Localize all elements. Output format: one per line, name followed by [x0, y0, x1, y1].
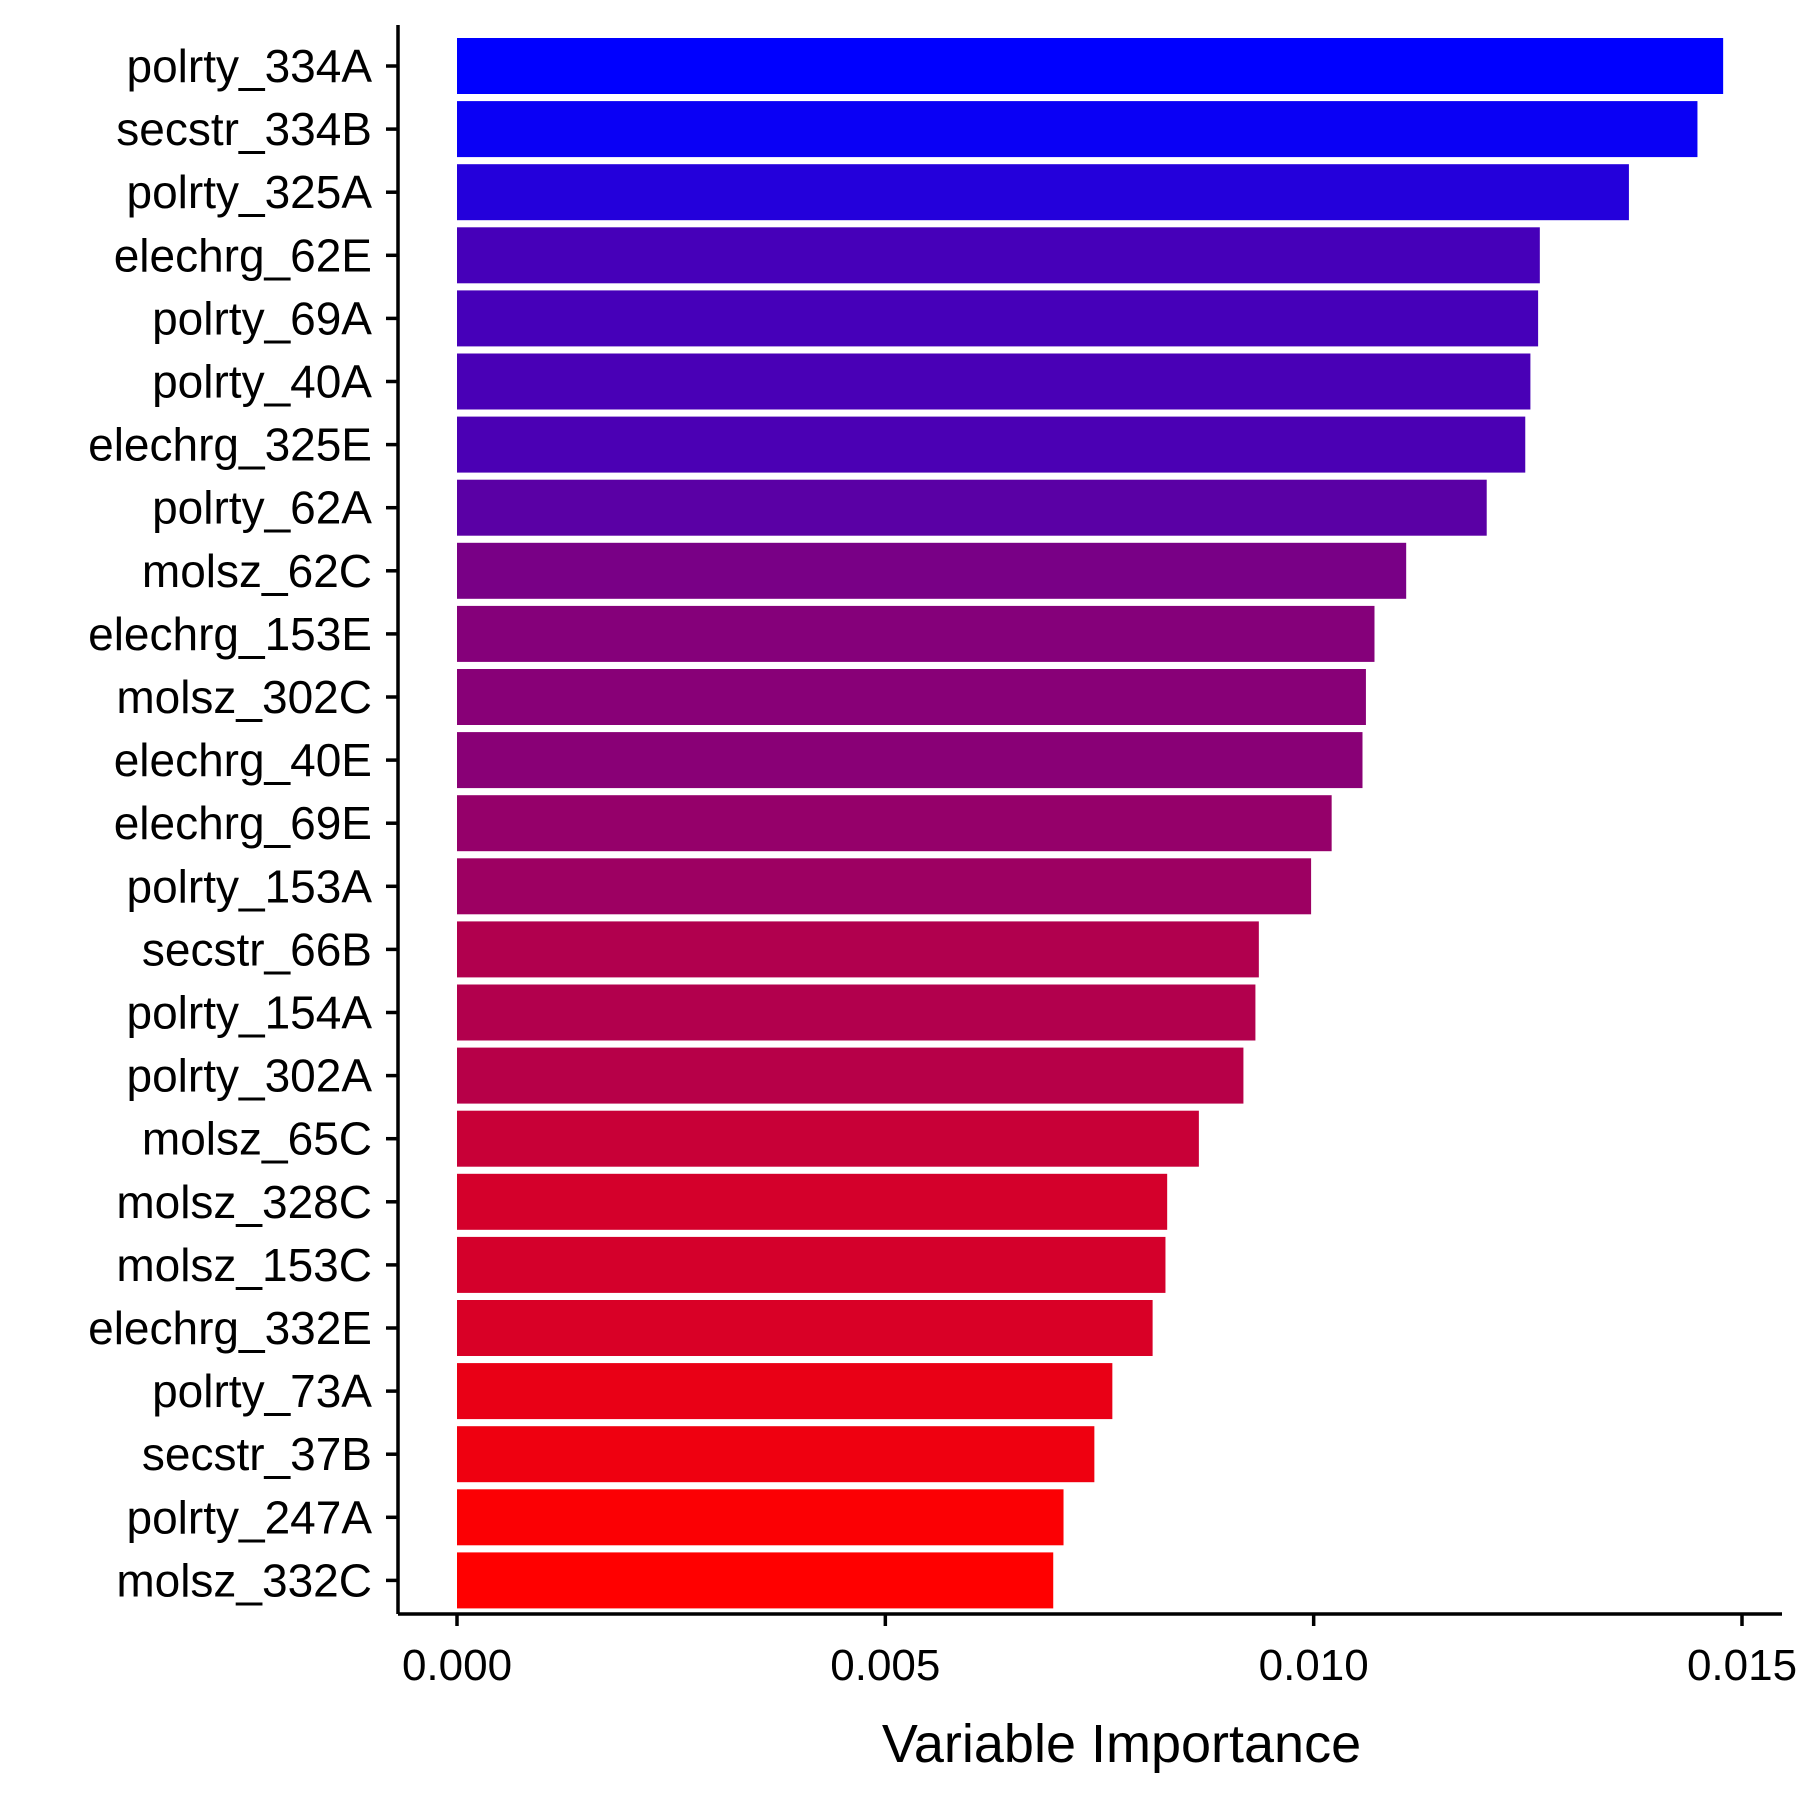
y-tick-label: elechrg_325E	[88, 419, 372, 471]
bar-molsz_332C	[457, 1552, 1054, 1609]
bar-elechrg_62E	[457, 227, 1540, 284]
x-axis-title: Variable Importance	[882, 1714, 1361, 1774]
bar-polrty_247A	[457, 1489, 1064, 1546]
y-tick-label: molsz_328C	[116, 1176, 372, 1228]
y-tick-label: polrty_62A	[152, 482, 372, 534]
y-tick-label: elechrg_62E	[114, 229, 372, 281]
y-tick-label: polrty_334A	[127, 40, 373, 92]
y-tick-label: elechrg_40E	[114, 734, 372, 786]
y-tick-label: secstr_66B	[142, 923, 372, 975]
y-tick-label: elechrg_69E	[114, 797, 372, 849]
bar-molsz_153C	[457, 1236, 1166, 1293]
bar-elechrg_332E	[457, 1300, 1153, 1356]
y-tick-label: secstr_334B	[116, 103, 372, 155]
x-tick-label: 0.005	[830, 1641, 940, 1690]
bar-polrty_154A	[457, 984, 1256, 1041]
bar-secstr_66B	[457, 921, 1259, 978]
bar-molsz_328C	[457, 1173, 1168, 1230]
axes-layer	[386, 25, 1782, 1626]
y-tick-label: molsz_65C	[142, 1113, 372, 1165]
bar-polrty_62A	[457, 479, 1487, 536]
y-tick-label: secstr_37B	[142, 1428, 372, 1480]
y-tick-label: polrty_325A	[127, 166, 373, 218]
bar-elechrg_69E	[457, 795, 1332, 852]
y-tick-label: elechrg_153E	[88, 608, 372, 660]
bar-polrty_153A	[457, 858, 1312, 915]
bar-molsz_65C	[457, 1110, 1199, 1167]
y-tick-label: polrty_40A	[152, 356, 372, 408]
y-tick-label: polrty_302A	[127, 1050, 373, 1102]
x-tick-label: 0.010	[1259, 1641, 1369, 1690]
bar-elechrg_40E	[457, 732, 1363, 789]
y-tick-label: molsz_62C	[142, 545, 372, 597]
y-tick-label: polrty_73A	[152, 1365, 372, 1417]
y-tick-label: polrty_153A	[127, 860, 373, 912]
y-tick-label: molsz_302C	[116, 671, 372, 723]
x-tick-label: 0.015	[1687, 1641, 1797, 1690]
bar-polrty_334A	[457, 38, 1724, 94]
bar-elechrg_325E	[457, 416, 1526, 473]
bar-molsz_302C	[457, 669, 1366, 725]
bar-molsz_62C	[457, 542, 1407, 599]
x-tick-labels: 0.000 0.005 0.010 0.015	[402, 1641, 1797, 1690]
bar-secstr_334B	[457, 101, 1698, 158]
y-tick-label: polrty_69A	[152, 292, 372, 344]
bar-elechrg_153E	[457, 605, 1375, 662]
bar-polrty_325A	[457, 164, 1629, 221]
bar-secstr_37B	[457, 1426, 1095, 1483]
bar-polrty_302A	[457, 1047, 1244, 1104]
bar-polrty_69A	[457, 290, 1539, 347]
bar-polrty_73A	[457, 1363, 1113, 1420]
bar-polrty_40A	[457, 353, 1531, 410]
y-tick-label: molsz_153C	[116, 1239, 372, 1291]
y-tick-label: elechrg_332E	[88, 1302, 372, 1354]
y-tick-label: molsz_332C	[116, 1554, 372, 1606]
y-tick-labels: polrty_334A secstr_334B polrty_325Aelechrg…	[88, 40, 372, 1606]
y-tick-label: polrty_247A	[127, 1491, 373, 1543]
bars-layer	[457, 38, 1724, 1609]
y-tick-label: polrty_154A	[127, 987, 373, 1039]
x-tick-label: 0.000	[402, 1641, 512, 1690]
